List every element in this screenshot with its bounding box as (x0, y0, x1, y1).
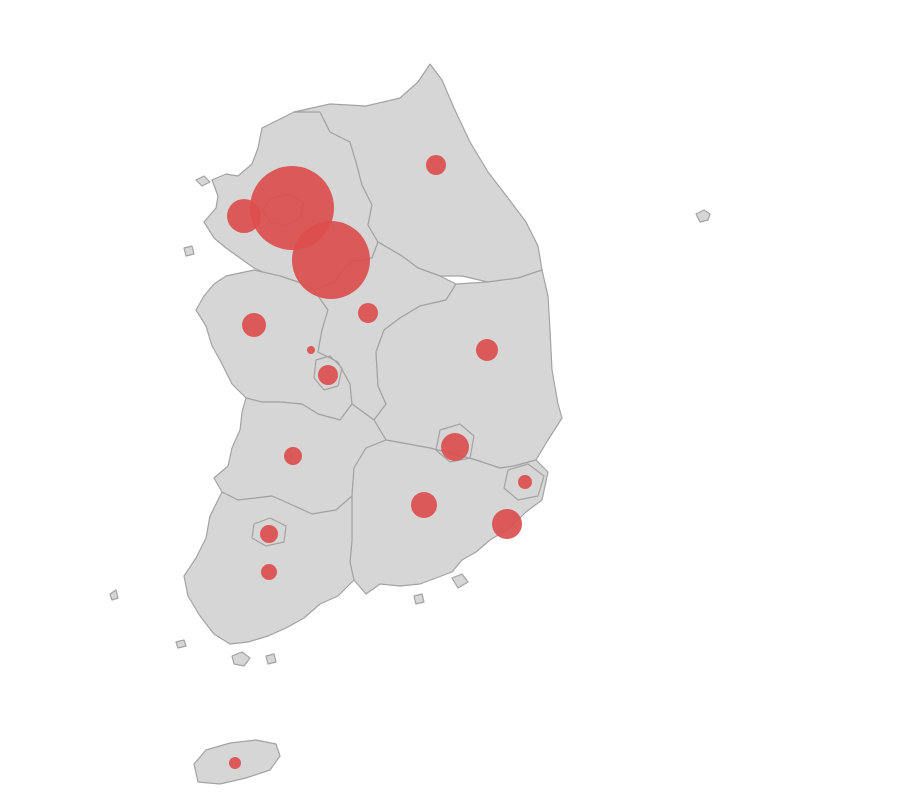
bubble-chungbuk[interactable] (358, 303, 378, 323)
island-west-2 (183, 245, 195, 257)
island-south-5 (451, 573, 469, 589)
bubble-busan[interactable] (492, 509, 522, 539)
bubble-daegu[interactable] (441, 433, 469, 461)
bubble-incheon[interactable] (227, 199, 261, 233)
island-south-1 (231, 651, 251, 667)
bubble-jeju[interactable] (229, 757, 241, 769)
bubble-gangwon[interactable] (426, 155, 446, 175)
island-south-2 (265, 653, 277, 665)
bubble-jeonbuk[interactable] (284, 447, 302, 465)
outline-gwangju (251, 517, 287, 547)
bubble-gyeonggi[interactable] (292, 221, 370, 299)
island-ulleungdo (695, 209, 711, 223)
bubble-layer (227, 155, 532, 769)
bubble-sejong[interactable] (307, 346, 315, 354)
outline-daegu (435, 423, 475, 463)
bubble-gyeongbuk[interactable] (476, 339, 498, 361)
bubble-daejeon[interactable] (318, 365, 338, 385)
bubble-gwangju[interactable] (260, 525, 278, 543)
outline-daejeon (313, 355, 343, 391)
island-west-1 (109, 589, 119, 601)
bubble-ulsan[interactable] (518, 475, 532, 489)
bubble-jeonnam[interactable] (261, 564, 277, 580)
island-south-3 (175, 639, 187, 649)
island-west-3 (195, 175, 211, 187)
land-layer (109, 63, 711, 785)
island-south-4 (413, 593, 425, 605)
bubble-chungnam[interactable] (242, 313, 266, 337)
bubble-gyeongnam[interactable] (411, 492, 437, 518)
outline-ulsan (503, 463, 545, 501)
